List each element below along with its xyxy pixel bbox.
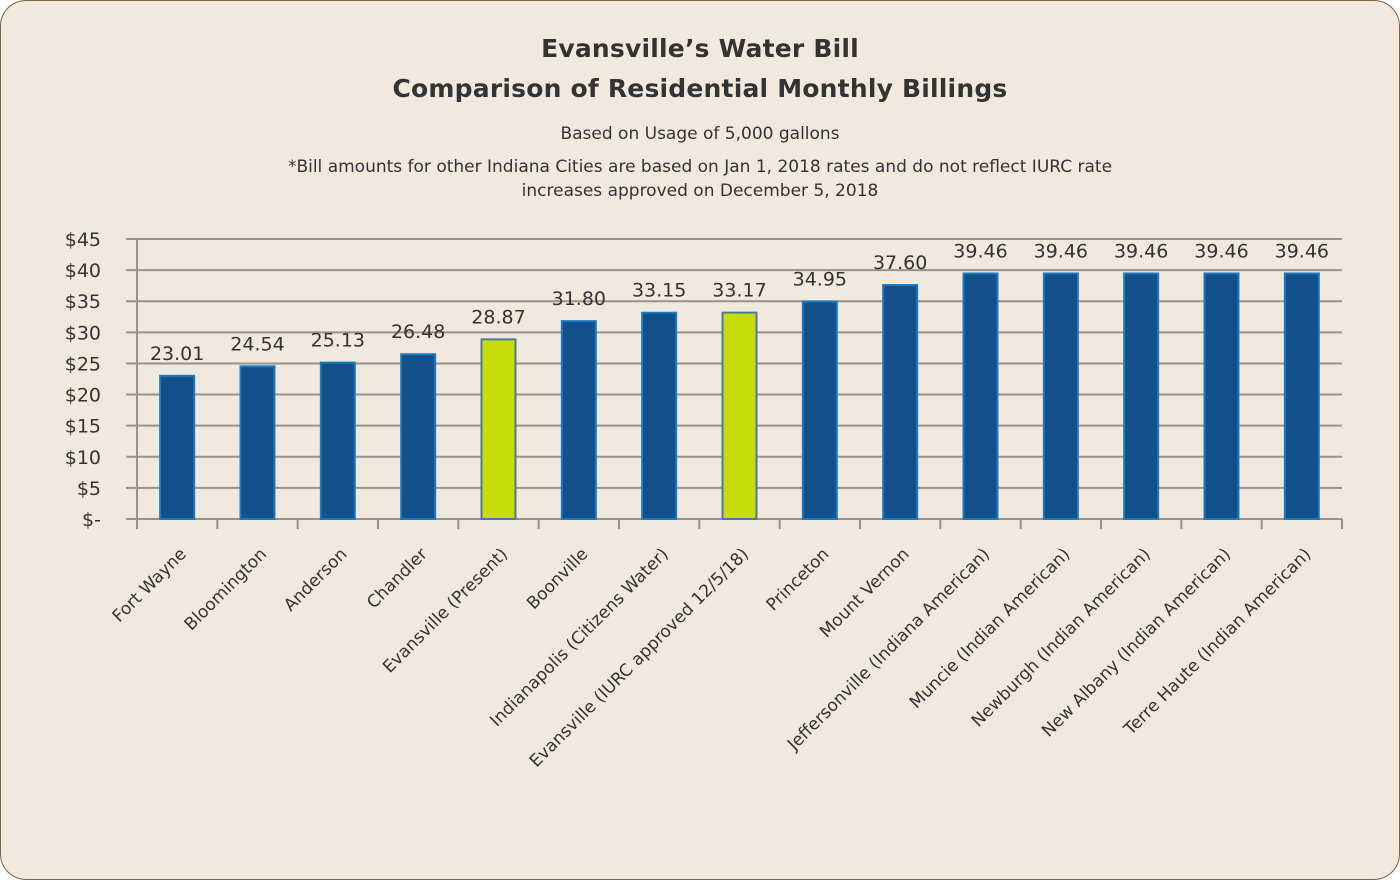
data-label: 39.46 <box>1194 240 1248 262</box>
chart-subtitle: Comparison of Residential Monthly Billin… <box>392 74 1008 103</box>
bar <box>1283 272 1320 520</box>
data-label: 26.48 <box>391 321 445 343</box>
x-category-label: Muncie (Indian American) <box>906 544 1074 712</box>
y-tick-label: $5 <box>77 478 101 500</box>
bar <box>1042 272 1079 520</box>
bar <box>1123 272 1160 520</box>
bar <box>882 284 919 520</box>
usage-note: Based on Usage of 5,000 gallons <box>560 124 840 144</box>
data-label: 25.13 <box>311 330 365 352</box>
data-label: 34.95 <box>793 269 847 291</box>
y-tick-label: $20 <box>65 385 101 407</box>
bar <box>400 353 437 521</box>
y-tick-label: $35 <box>65 291 101 313</box>
bar <box>159 374 196 520</box>
y-tick-label: $10 <box>65 447 101 469</box>
y-tick-label: $- <box>82 509 101 531</box>
bar <box>560 320 597 520</box>
data-label: 39.46 <box>953 240 1007 262</box>
data-label: 31.80 <box>552 288 606 310</box>
data-label: 39.46 <box>1275 240 1329 262</box>
y-tick-label: $45 <box>65 229 101 251</box>
x-category-label: Fort Wayne <box>109 544 191 626</box>
data-label: 33.15 <box>632 280 686 302</box>
bar <box>641 311 678 520</box>
y-tick-label: $40 <box>65 260 101 282</box>
data-label: 39.46 <box>1034 240 1088 262</box>
rate-note-line-2: increases approved on December 5, 2018 <box>521 181 879 201</box>
x-category-label: Bloomington <box>181 544 271 634</box>
bar <box>239 365 276 520</box>
bar-highlighted <box>721 311 758 520</box>
rate-note-line-1: *Bill amounts for other Indiana Cities a… <box>287 157 1113 177</box>
data-label: 24.54 <box>230 333 284 355</box>
y-tick-label: $25 <box>65 353 101 375</box>
bar <box>319 361 356 520</box>
data-label: 28.87 <box>471 306 525 328</box>
bar <box>962 272 999 520</box>
x-category-label: Anderson <box>280 544 351 615</box>
x-category-label: Chandler <box>363 544 431 612</box>
y-tick-label: $15 <box>65 416 101 438</box>
data-label: 23.01 <box>150 343 204 365</box>
bar-highlighted <box>480 338 517 520</box>
chart-title: Evansville’s Water Bill <box>541 34 859 63</box>
x-category-label: Princeton <box>763 544 834 615</box>
y-tick-label: $30 <box>65 322 101 344</box>
data-label: 37.60 <box>873 252 927 274</box>
data-label: 33.17 <box>712 280 766 302</box>
data-label: 39.46 <box>1114 240 1168 262</box>
bar <box>801 300 838 520</box>
x-category-label: Boonville <box>523 544 592 613</box>
bar <box>1203 272 1240 520</box>
